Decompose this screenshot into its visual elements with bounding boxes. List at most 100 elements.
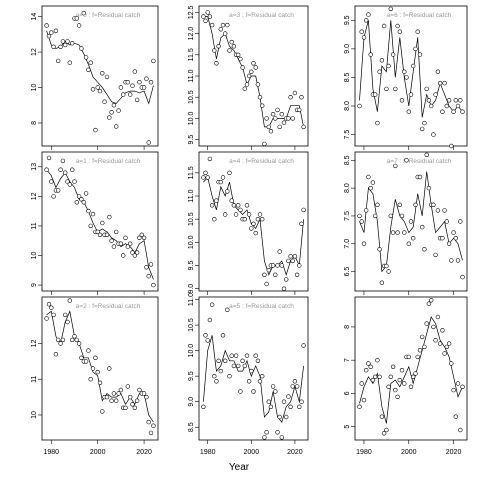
data-point (424, 86, 429, 92)
data-point (76, 23, 82, 28)
data-point (246, 73, 252, 79)
data-point (440, 328, 445, 333)
data-point (49, 30, 54, 35)
y-tick-label: 9.5 (344, 15, 351, 25)
y-tick-label: 9.5 (188, 261, 195, 271)
data-point (255, 358, 261, 363)
data-point (435, 69, 441, 74)
data-point (292, 90, 298, 96)
panel-frame (354, 5, 468, 147)
data-point (442, 351, 447, 356)
data-point (397, 29, 402, 34)
data-point (130, 250, 135, 255)
data-point (225, 22, 230, 28)
data-point (55, 58, 61, 64)
data-point (301, 207, 306, 213)
data-point (223, 31, 228, 36)
data-point (51, 44, 56, 49)
data-point (44, 167, 49, 172)
y-tick-label: 8.5 (188, 422, 195, 432)
data-point (399, 213, 405, 219)
data-point (415, 29, 420, 34)
y-tick-label: 10.5 (188, 90, 195, 104)
fitted-line (203, 335, 304, 423)
data-point (453, 414, 458, 419)
data-point (406, 241, 411, 246)
data-point (229, 198, 234, 203)
x-tick-label: 1980 (200, 449, 216, 456)
data-point (242, 86, 248, 91)
data-point (429, 103, 434, 109)
data-point (227, 170, 232, 176)
x-tick-label: 1980 (43, 449, 59, 456)
data-point (93, 127, 98, 133)
data-point (273, 116, 278, 121)
data-point (88, 60, 93, 65)
data-point (359, 29, 364, 34)
data-point (58, 341, 63, 346)
data-point (433, 252, 438, 258)
data-point (216, 358, 221, 363)
data-point (273, 389, 278, 394)
y-tick-label: 9.0 (188, 397, 195, 407)
fitted-line (359, 20, 463, 118)
data-point (264, 430, 269, 435)
data-point (420, 334, 425, 340)
data-point (104, 232, 110, 238)
data-point (249, 69, 254, 75)
data-point (393, 86, 398, 92)
data-point (225, 307, 230, 312)
data-point (253, 65, 258, 70)
data-point (137, 235, 142, 241)
data-point (379, 414, 385, 419)
data-point (408, 384, 414, 389)
data-point (377, 374, 382, 379)
data-point (413, 371, 418, 376)
data-point (253, 353, 258, 358)
data-point (404, 158, 409, 163)
data-point (413, 46, 418, 52)
data-point (294, 272, 300, 277)
data-point (58, 44, 63, 49)
y-tick-label: 8 (31, 121, 38, 125)
data-point (268, 129, 274, 134)
data-point (125, 384, 131, 389)
panel-strip-label: a=0 : f=Residual catch (76, 12, 141, 19)
data-point (146, 419, 151, 425)
y-tick-label: 10.0 (188, 112, 195, 126)
data-point (74, 16, 80, 21)
data-point (242, 363, 248, 369)
data-point (216, 44, 221, 49)
data-point (262, 272, 267, 277)
data-point (65, 179, 70, 184)
data-point (116, 391, 121, 396)
data-point (433, 92, 438, 97)
data-point (62, 312, 68, 318)
data-point (238, 207, 243, 213)
data-point (431, 132, 436, 137)
data-point (402, 381, 407, 386)
fitted-line (359, 316, 463, 424)
data-point (44, 316, 49, 321)
data-point (146, 274, 151, 279)
y-tick-label: 10 (31, 411, 38, 419)
data-point (455, 258, 461, 263)
data-point (390, 364, 396, 369)
data-point (406, 354, 411, 360)
data-point (404, 75, 409, 80)
data-point (422, 344, 427, 350)
data-point (90, 211, 96, 217)
data-point (244, 82, 250, 87)
data-point (373, 374, 378, 379)
panel-strip-label: a=5 : f=Residual catch (229, 303, 294, 310)
data-point (270, 111, 276, 117)
data-point (62, 170, 68, 175)
data-point (297, 107, 302, 113)
data-point (220, 333, 226, 338)
data-point (455, 103, 461, 109)
data-point (100, 71, 105, 76)
data-point (203, 333, 208, 338)
data-point (440, 236, 445, 241)
data-point (214, 379, 219, 384)
y-tick-label: 8.0 (344, 101, 351, 111)
